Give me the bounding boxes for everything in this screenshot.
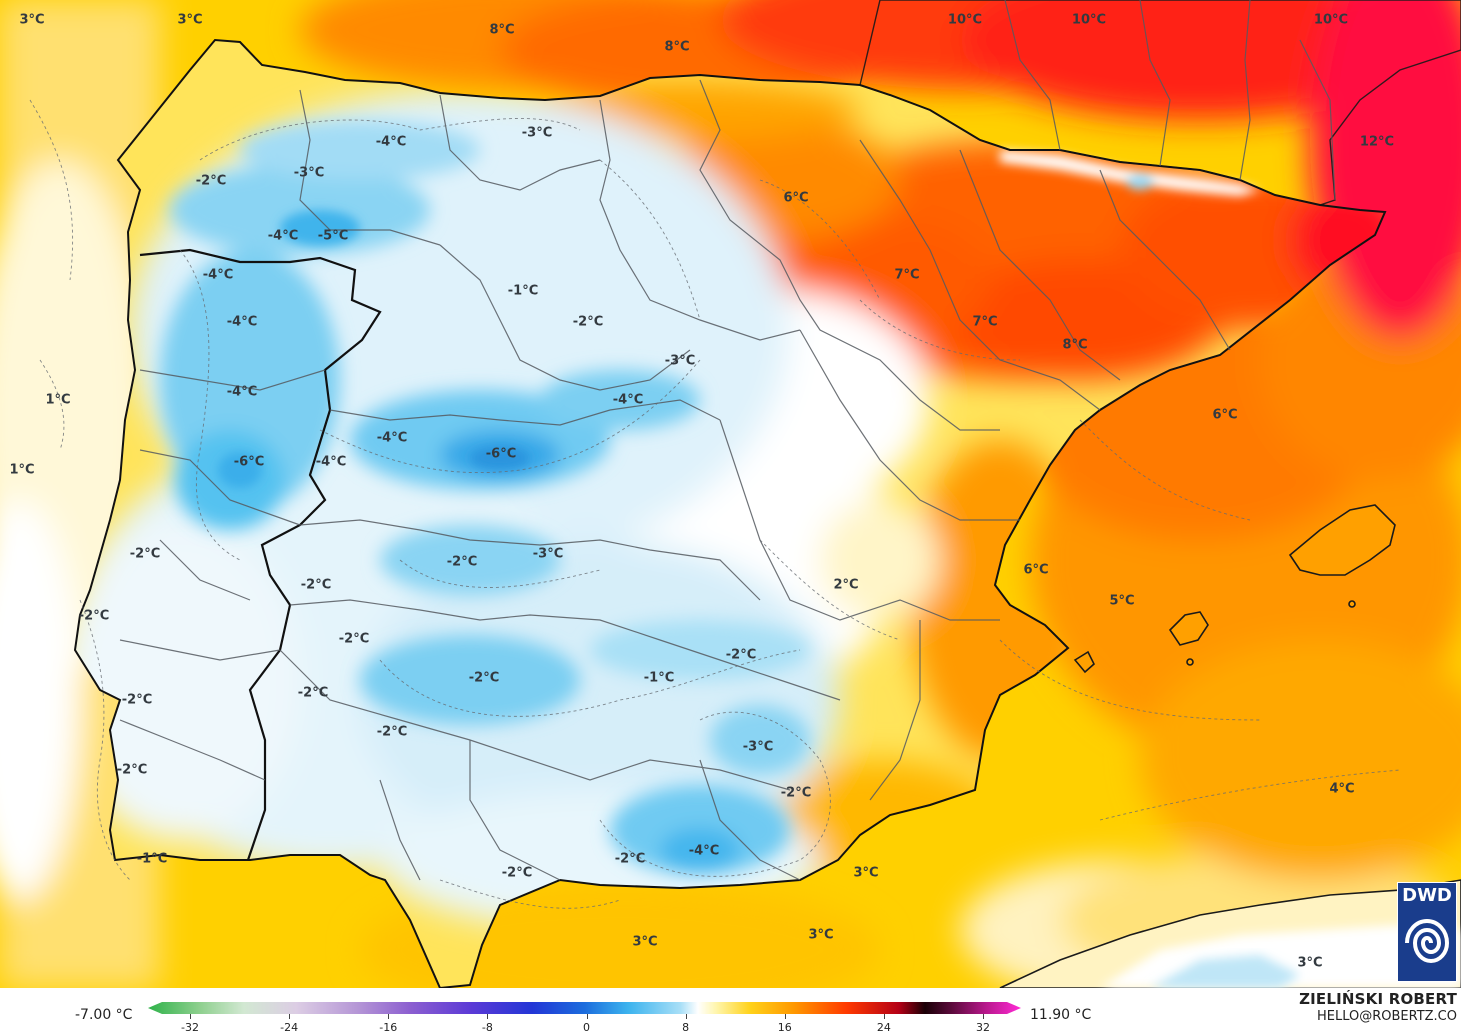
temperature-label: -6°C bbox=[485, 446, 517, 462]
temperature-label: 3°C bbox=[19, 12, 45, 28]
colorbar-tick-mark bbox=[289, 1014, 291, 1019]
isotherm-contours bbox=[29, 99, 1401, 909]
balearic-islands bbox=[1073, 504, 1396, 674]
temperature-label: 10°C bbox=[1313, 12, 1349, 28]
legend-bar: -7.00 °C -32 -24 -16 -8 0 8 16 24 32 11.90 °C ZI… bbox=[0, 988, 1461, 1035]
temperature-label: -4°C bbox=[376, 430, 408, 446]
temperature-label: 6°C bbox=[1212, 407, 1238, 423]
temperature-label: -2°C bbox=[297, 685, 329, 701]
temperature-label: -2°C bbox=[376, 724, 408, 740]
colorbar-tick-mark bbox=[983, 1014, 984, 1019]
colorbar-tick-mark bbox=[685, 1014, 687, 1019]
colorbar-tick-label: -32 bbox=[181, 1021, 199, 1034]
temperature-label: 2°C bbox=[833, 577, 859, 593]
temperature-label: 8°C bbox=[664, 39, 690, 55]
temperature-label: -2°C bbox=[129, 546, 161, 562]
temperature-label: -1°C bbox=[507, 283, 539, 299]
colorbar-tick-label: 32 bbox=[976, 1021, 990, 1034]
author-credits: ZIELIŃSKI ROBERT HELLO@ROBERTZ.CO bbox=[1299, 990, 1457, 1024]
temperature-label: -2°C bbox=[614, 851, 646, 867]
temperature-label: -2°C bbox=[446, 554, 478, 570]
colorbar bbox=[148, 1002, 1021, 1014]
temperature-label: -3°C bbox=[742, 739, 774, 755]
temperature-label: -3°C bbox=[664, 353, 696, 369]
author-email[interactable]: HELLO@ROBERTZ.CO bbox=[1316, 1009, 1457, 1024]
colorbar-tick-label: 0 bbox=[583, 1021, 590, 1034]
temperature-label: -4°C bbox=[375, 134, 407, 150]
temperature-label: 7°C bbox=[972, 314, 998, 330]
temperature-label: -4°C bbox=[612, 392, 644, 408]
temperature-label: -2°C bbox=[468, 670, 500, 686]
temperature-label: 8°C bbox=[489, 22, 515, 38]
temperature-label: 3°C bbox=[853, 865, 879, 881]
temperature-label: 1°C bbox=[45, 392, 71, 408]
temperature-label: -2°C bbox=[780, 785, 812, 801]
temperature-label: -2°C bbox=[501, 865, 533, 881]
dwd-logo: DWD bbox=[1397, 882, 1457, 982]
temperature-label: 10°C bbox=[947, 12, 983, 28]
colorbar-tick-mark bbox=[784, 1014, 786, 1019]
colorbar-tick-mark bbox=[487, 1014, 489, 1019]
colorbar-tick-label: -16 bbox=[379, 1021, 398, 1034]
temperature-label: -6°C bbox=[233, 454, 265, 470]
temperature-label: -2°C bbox=[300, 577, 332, 593]
dwd-logo-text: DWD bbox=[1402, 885, 1452, 906]
temperature-label: -3°C bbox=[532, 546, 564, 562]
legend-max-label: 11.90 °C bbox=[1030, 1007, 1092, 1023]
colorbar-tick-mark bbox=[388, 1014, 390, 1019]
colorbar-tick-mark bbox=[190, 1014, 191, 1019]
temperature-label: 10°C bbox=[1071, 12, 1107, 28]
temperature-label: -3°C bbox=[293, 165, 325, 181]
temperature-label: 1°C bbox=[9, 462, 35, 478]
north-africa-land bbox=[999, 879, 1461, 988]
temperature-label: -2°C bbox=[116, 762, 148, 778]
temperature-label: 3°C bbox=[1297, 955, 1323, 971]
temperature-label: -1°C bbox=[136, 851, 168, 867]
colorbar-tick-label: 16 bbox=[777, 1021, 792, 1034]
pyrenees-strip bbox=[1000, 150, 1260, 196]
temperature-label: 3°C bbox=[177, 12, 203, 28]
temperature-label: -3°C bbox=[521, 125, 553, 141]
temperature-label: 3°C bbox=[808, 927, 834, 943]
temperature-label: 3°C bbox=[632, 934, 658, 950]
colorbar-tick-mark bbox=[883, 1014, 885, 1019]
temperature-label: 6°C bbox=[783, 190, 809, 206]
temperature-label: -4°C bbox=[267, 228, 299, 244]
colorbar-tick-label: -8 bbox=[481, 1021, 493, 1034]
temperature-label: -1°C bbox=[643, 670, 675, 686]
temperature-label: -2°C bbox=[725, 647, 757, 663]
temperature-label: 6°C bbox=[1023, 562, 1049, 578]
temperature-label: -2°C bbox=[195, 173, 227, 189]
temperature-label: -4°C bbox=[688, 843, 720, 859]
map-svg bbox=[0, 0, 1461, 988]
portugal-border bbox=[139, 248, 382, 861]
temperature-label: -4°C bbox=[226, 314, 258, 330]
temperature-label: 12°C bbox=[1359, 134, 1395, 150]
temperature-map[interactable]: 3°C 3°C 8°C 8°C 10°C 10°C 10°C 12°C -4°C -3°C -3°C… bbox=[0, 0, 1461, 988]
temperature-label: -2°C bbox=[78, 608, 110, 624]
dwd-swirl-icon bbox=[1405, 919, 1450, 963]
colorbar-tick-label: -24 bbox=[280, 1021, 299, 1034]
colorbar-tick-label: 8 bbox=[682, 1021, 690, 1034]
temperature-label: 4°C bbox=[1329, 781, 1355, 797]
temperature-label: 7°C bbox=[894, 267, 920, 283]
temperature-label: 5°C bbox=[1109, 593, 1135, 609]
temperature-label: -5°C bbox=[317, 228, 349, 244]
region-borders bbox=[119, 0, 1336, 881]
colorbar-tick-mark bbox=[586, 1014, 588, 1019]
temperature-label: -4°C bbox=[202, 267, 234, 283]
colorbar-tick-label: 24 bbox=[876, 1021, 891, 1034]
temperature-label: -4°C bbox=[315, 454, 347, 470]
legend-min-label: -7.00 °C bbox=[75, 1007, 133, 1023]
temperature-label: 8°C bbox=[1062, 337, 1088, 353]
temperature-label: -2°C bbox=[572, 314, 604, 330]
temperature-label: -2°C bbox=[121, 692, 153, 708]
author-name: ZIELIŃSKI ROBERT bbox=[1299, 990, 1457, 1008]
temperature-label: -2°C bbox=[338, 631, 370, 647]
temperature-label: -4°C bbox=[226, 384, 258, 400]
